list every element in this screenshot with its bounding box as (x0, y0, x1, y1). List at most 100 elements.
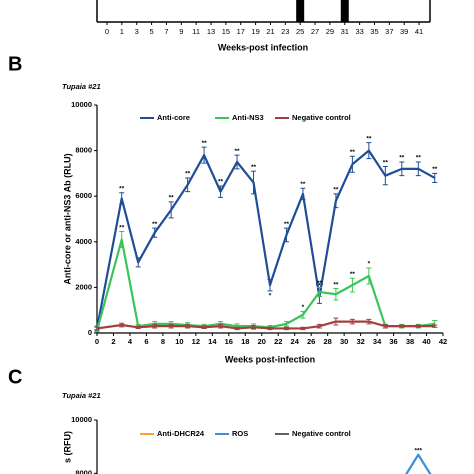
x-tick-label: 0 (105, 27, 109, 36)
x-tick-label: 34 (373, 337, 382, 346)
legend-label: ROS (232, 429, 248, 438)
significance-label: * (302, 304, 305, 311)
x-tick-label: 22 (274, 337, 282, 346)
x-tick-label: 11 (192, 27, 200, 36)
x-tick-label: 37 (385, 27, 393, 36)
significance-label: ** (350, 149, 356, 156)
x-tick-label: 18 (241, 337, 249, 346)
x-tick-label: 20 (258, 337, 266, 346)
x-tick-label: 16 (225, 337, 233, 346)
significance-label: ** (333, 187, 339, 194)
x-tick-label: 39 (400, 27, 408, 36)
significance-label: ** (185, 171, 191, 178)
legend-label: Anti-DHCR24 (157, 429, 205, 438)
x-tick-label: 2 (111, 337, 115, 346)
x-tick-label: 7 (164, 27, 168, 36)
x-tick-label: 1 (120, 27, 124, 36)
significance-label: ** (350, 271, 356, 278)
x-tick-label: 41 (415, 27, 423, 36)
x-tick-label: 17 (237, 27, 245, 36)
y-tick-label: 0 (88, 328, 92, 337)
x-tick-label: 12 (192, 337, 200, 346)
x-tick-label: 3 (135, 27, 139, 36)
legend-label: Anti-NS3 (232, 113, 264, 122)
y-tick-label: 10000 (71, 100, 92, 109)
y-axis-label: Anti-core or anti-NS3 Ab (RLU) (62, 153, 72, 284)
x-axis-label: Weeks-post infection (218, 42, 308, 52)
x-tick-label: 6 (144, 337, 148, 346)
significance-label: ** (333, 281, 339, 288)
panel-letter: B (8, 53, 22, 75)
series-line (405, 453, 432, 474)
x-tick-label: 21 (266, 27, 274, 36)
x-tick-label: 35 (370, 27, 378, 36)
y-tick-label: 8000 (75, 146, 92, 155)
x-tick-label: 27 (311, 27, 319, 36)
event-bar (340, 0, 349, 22)
x-tick-label: 13 (207, 27, 215, 36)
significance-label: ** (300, 181, 306, 188)
significance-label: *** (316, 282, 324, 289)
y-tick-label: 6000 (75, 191, 92, 200)
x-tick-label: 29 (326, 27, 334, 36)
x-tick-label: 9 (179, 27, 183, 36)
y-tick-label: 8000 (75, 468, 92, 474)
panel-letter: C (8, 366, 22, 388)
y-tick-label: 10000 (71, 415, 92, 424)
legend-label: Negative control (292, 113, 351, 122)
x-tick-label: 14 (208, 337, 217, 346)
x-tick-label: 10 (175, 337, 183, 346)
x-tick-label: 0 (95, 337, 99, 346)
x-tick-label: 23 (281, 27, 289, 36)
significance-label: ** (169, 195, 175, 202)
x-axis-label: Weeks post-infection (225, 354, 315, 364)
x-tick-label: 19 (251, 27, 259, 36)
error-bar (432, 172, 438, 184)
significance-label: ** (251, 164, 257, 171)
y-tick-label: 4000 (75, 237, 92, 246)
x-tick-label: 15 (222, 27, 230, 36)
significance-label: ** (383, 159, 389, 166)
y-tick-label: 2000 (75, 282, 92, 291)
chart-title: Tupaia #21 (62, 391, 101, 400)
significance-label: ** (202, 140, 208, 147)
y-axis-label: s (RFU) (62, 431, 72, 463)
legend-label: Anti-core (157, 113, 190, 122)
significance-label: ** (416, 155, 422, 162)
significance-label: * (368, 261, 371, 268)
x-tick-label: 5 (149, 27, 153, 36)
significance-label: ** (152, 221, 158, 228)
significance-label: *** (414, 447, 422, 454)
x-tick-label: 28 (323, 337, 331, 346)
x-tick-label: 40 (422, 337, 430, 346)
x-tick-label: 8 (161, 337, 165, 346)
series-line (95, 149, 436, 329)
x-tick-label: 26 (307, 337, 315, 346)
error-bar (432, 324, 438, 328)
x-tick-label: 4 (128, 337, 133, 346)
x-tick-label: 38 (406, 337, 414, 346)
x-tick-label: 36 (389, 337, 397, 346)
chart-title: Tupaia #21 (62, 82, 101, 91)
legend-label: Negative control (292, 429, 351, 438)
x-tick-label: 30 (340, 337, 348, 346)
significance-label: ** (284, 221, 290, 228)
significance-label: ** (399, 155, 405, 162)
significance-label: ** (119, 224, 125, 231)
significance-label: * (269, 293, 272, 300)
significance-label: ** (432, 166, 438, 173)
x-tick-label: 31 (341, 27, 349, 36)
x-tick-label: 33 (355, 27, 363, 36)
event-bar (296, 0, 305, 22)
significance-label: ** (218, 179, 224, 186)
x-tick-label: 25 (296, 27, 304, 36)
significance-label: ** (366, 135, 372, 142)
series-line (96, 320, 435, 330)
x-tick-label: 32 (356, 337, 364, 346)
x-tick-label: 24 (291, 337, 300, 346)
x-tick-label: 42 (439, 337, 447, 346)
significance-label: ** (119, 185, 125, 192)
significance-label: ** (317, 280, 323, 287)
significance-label: ** (235, 148, 241, 155)
